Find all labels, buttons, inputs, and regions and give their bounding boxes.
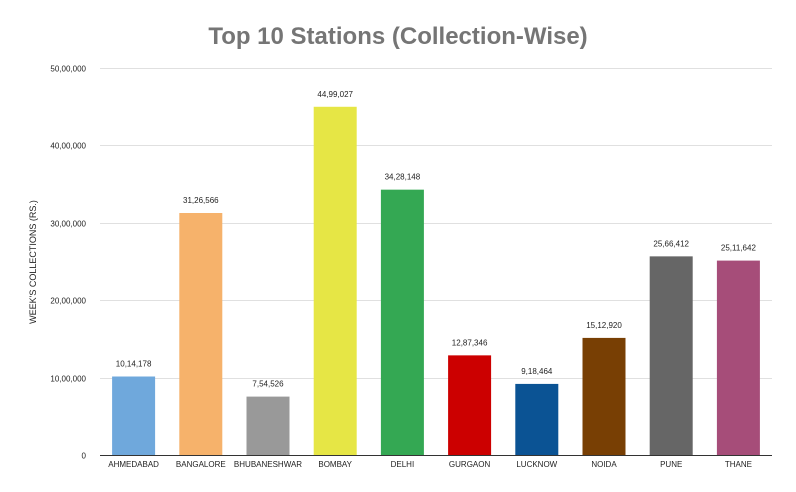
data-label: 31,26,566 xyxy=(183,196,219,205)
data-label: 15,12,920 xyxy=(586,321,622,330)
y-tick-label: 40,00,000 xyxy=(50,142,86,151)
data-labels: 10,14,178 31,26,566 7,54,526 44,99,027 34,28… xyxy=(116,90,757,389)
x-tick-label: BHUBANESHWAR xyxy=(234,460,302,469)
bar xyxy=(179,213,223,455)
x-tick-label: BOMBAY xyxy=(318,460,352,469)
x-tick-label: AHMEDABAD xyxy=(108,460,159,469)
bar xyxy=(246,396,290,455)
x-tick-label: DELHI xyxy=(391,460,415,469)
x-axis-ticks: AHMEDABAD BANGALORE BHUBANESHWAR BOMBAY DELH… xyxy=(108,460,752,469)
bar xyxy=(380,189,424,455)
x-tick-label: PUNE xyxy=(660,460,682,469)
data-label: 44,99,027 xyxy=(317,90,353,99)
data-label: 9,18,464 xyxy=(521,367,553,376)
x-tick-label: THANE xyxy=(725,460,752,469)
bar xyxy=(716,260,760,455)
bar xyxy=(582,337,626,455)
x-tick-label: GURGAON xyxy=(449,460,491,469)
data-label: 34,28,148 xyxy=(385,173,421,182)
bar xyxy=(112,376,156,455)
data-label: 10,14,178 xyxy=(116,360,152,369)
data-label: 25,66,412 xyxy=(653,239,689,248)
chart-title: Top 10 Stations (Collection-Wise) xyxy=(208,23,587,50)
x-tick-label: BANGALORE xyxy=(176,460,226,469)
data-label: 7,54,526 xyxy=(252,380,284,389)
y-tick-label: 30,00,000 xyxy=(50,220,86,229)
bar xyxy=(448,355,492,455)
bar xyxy=(649,256,693,455)
x-tick-label: LUCKNOW xyxy=(516,460,557,469)
bar xyxy=(515,383,559,455)
x-tick-label: NOIDA xyxy=(591,460,617,469)
y-tick-label: 10,00,000 xyxy=(50,375,86,384)
y-axis-ticks: 0 10,00,000 20,00,000 30,00,000 40,00,000 50,… xyxy=(50,65,86,461)
bars xyxy=(112,106,760,456)
y-tick-label: 20,00,000 xyxy=(50,297,86,306)
y-tick-label: 50,00,000 xyxy=(50,65,86,74)
y-axis-label: WEEK'S COLLECTIONS (RS.) xyxy=(28,200,38,324)
bar xyxy=(313,106,357,456)
y-tick-label: 0 xyxy=(82,452,87,461)
data-label: 25,11,642 xyxy=(721,244,757,253)
data-label: 12,87,346 xyxy=(452,338,488,347)
